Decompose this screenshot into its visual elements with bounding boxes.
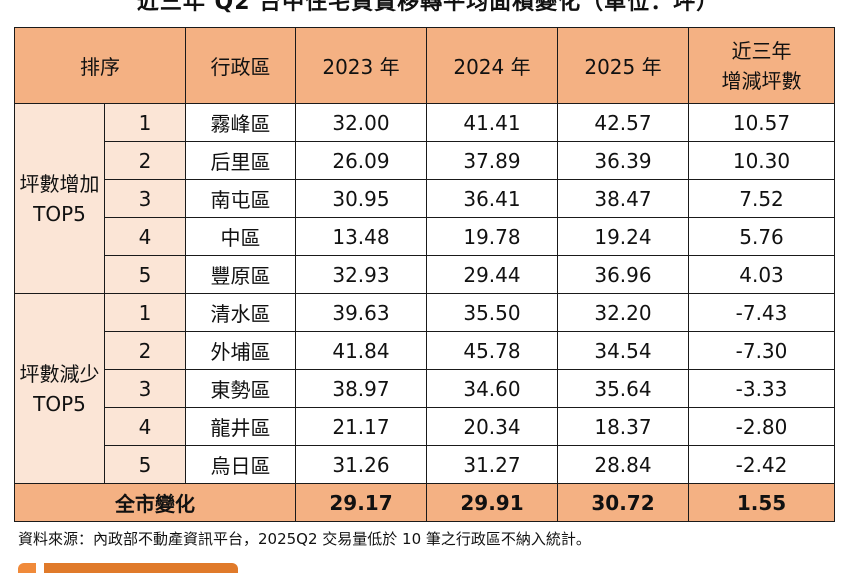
value-2023-cell: 13.48 [295,217,427,256]
rank-cell: 3 [104,179,186,218]
value-2025-cell: 32.20 [557,293,689,332]
value-2023-cell: 21.17 [295,407,427,446]
source-footnote: 資料來源：內政部不動產資訊平台，2025Q2 交易量低於 10 筆之行政區不納入… [18,530,591,548]
value-2023-cell: 32.00 [295,103,427,142]
district-cell: 中區 [185,217,296,256]
table-row: 4 中區 13.48 19.78 19.24 5.76 [15,217,835,256]
value-2023-cell: 32.93 [295,255,427,294]
rank-cell: 2 [104,141,186,180]
change-cell: 10.57 [688,103,835,142]
rank-cell: 4 [104,407,186,446]
value-2024-cell: 20.34 [426,407,558,446]
district-cell: 霧峰區 [185,103,296,142]
value-2025-cell: 34.54 [557,331,689,370]
value-2025-cell: 35.64 [557,369,689,408]
district-cell: 東勢區 [185,369,296,408]
value-2025-cell: 36.39 [557,141,689,180]
header-row: 排序 行政區 2023 年 2024 年 2025 年 近三年 增減坪數 [14,27,835,104]
value-2025-cell: 38.47 [557,179,689,218]
value-2024-cell: 29.44 [426,255,558,294]
total-change: 1.55 [688,483,835,522]
district-cell: 烏日區 [185,445,296,484]
value-2024-cell: 36.41 [426,179,558,218]
table-row: 4 龍井區 21.17 20.34 18.37 -2.80 [15,407,835,446]
value-2023-cell: 38.97 [295,369,427,408]
value-2023-cell: 26.09 [295,141,427,180]
header-2024: 2024 年 [426,27,558,104]
group-label-line1: 坪數減少 [19,361,100,386]
group-label-line2: TOP5 [33,391,86,416]
table-row: 3 東勢區 38.97 34.60 35.64 -3.33 [15,369,835,408]
value-2024-cell: 41.41 [426,103,558,142]
district-cell: 豐原區 [185,255,296,294]
value-2023-cell: 30.95 [295,179,427,218]
header-change-line1: 近三年 [731,38,792,63]
table-row: 5 烏日區 31.26 31.27 28.84 -2.42 [15,445,835,484]
district-cell: 外埔區 [185,331,296,370]
change-cell: -7.30 [688,331,835,370]
value-2023-cell: 31.26 [295,445,427,484]
value-2025-cell: 28.84 [557,445,689,484]
value-2024-cell: 31.27 [426,445,558,484]
change-cell: 4.03 [688,255,835,294]
group-label-increase: 坪數增加 TOP5 [14,103,105,294]
rank-cell: 3 [104,369,186,408]
group-label-decrease: 坪數減少 TOP5 [14,293,105,484]
district-cell: 清水區 [185,293,296,332]
value-2024-cell: 35.50 [426,293,558,332]
group-label-line1: 坪數增加 [19,171,100,196]
change-cell: -7.43 [688,293,835,332]
table-title: 近三年 Q2 台中住宅買賣移轉平均面積變化（單位：坪） [136,0,720,15]
header-change: 近三年 增減坪數 [688,27,835,104]
rank-cell: 1 [104,293,186,332]
value-2023-cell: 41.84 [295,331,427,370]
table-row: 2 后里區 26.09 37.89 36.39 10.30 [15,141,835,180]
change-cell: -2.80 [688,407,835,446]
rank-cell: 4 [104,217,186,256]
total-2025: 30.72 [557,483,689,522]
table-row: 5 豐原區 32.93 29.44 36.96 4.03 [15,255,835,294]
value-2025-cell: 18.37 [557,407,689,446]
value-2024-cell: 37.89 [426,141,558,180]
rank-cell: 2 [104,331,186,370]
total-2023: 29.17 [295,483,427,522]
value-2025-cell: 19.24 [557,217,689,256]
area-change-table: 排序 行政區 2023 年 2024 年 2025 年 近三年 增減坪數 坪數增… [14,27,835,522]
total-row: 全市變化 29.17 29.91 30.72 1.55 [14,483,835,522]
table-row: 2 外埔區 41.84 45.78 34.54 -7.30 [15,331,835,370]
value-2024-cell: 19.78 [426,217,558,256]
total-2024: 29.91 [426,483,558,522]
change-cell: 5.76 [688,217,835,256]
rank-cell: 1 [104,103,186,142]
district-cell: 后里區 [185,141,296,180]
value-2025-cell: 42.57 [557,103,689,142]
change-cell: 10.30 [688,141,835,180]
table-row: 坪數減少 TOP5 1 清水區 39.63 35.50 32.20 -7.43 [14,293,835,484]
change-cell: 7.52 [688,179,835,218]
group-label-line2: TOP5 [33,201,86,226]
header-change-line2: 增減坪數 [721,68,802,93]
header-rank: 排序 [14,27,186,104]
brand-logo [18,561,238,573]
rank-cell: 5 [104,445,186,484]
value-2024-cell: 45.78 [426,331,558,370]
district-cell: 南屯區 [185,179,296,218]
value-2025-cell: 36.96 [557,255,689,294]
header-2023: 2023 年 [295,27,427,104]
rank-cell: 5 [104,255,186,294]
header-2025: 2025 年 [557,27,689,104]
change-cell: -2.42 [688,445,835,484]
district-cell: 龍井區 [185,407,296,446]
total-label: 全市變化 [14,483,296,522]
change-cell: -3.33 [688,369,835,408]
table-row: 3 南屯區 30.95 36.41 38.47 7.52 [15,179,835,218]
value-2024-cell: 34.60 [426,369,558,408]
header-district: 行政區 [185,27,296,104]
table-row: 坪數增加 TOP5 1 霧峰區 32.00 41.41 42.57 10.57 [14,103,835,294]
value-2023-cell: 39.63 [295,293,427,332]
